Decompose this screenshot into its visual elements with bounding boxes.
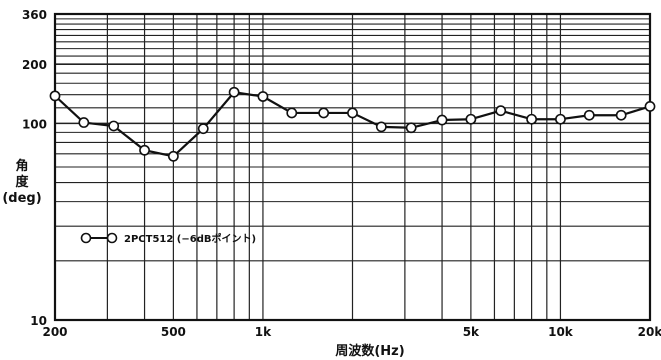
data-point xyxy=(436,114,448,126)
y-tick-label: 360 xyxy=(22,8,47,22)
legend-marker xyxy=(106,232,118,244)
series-line-group xyxy=(49,86,656,162)
data-point xyxy=(583,109,595,121)
x-tick-label: 20k xyxy=(638,325,661,339)
x-tick-label: 500 xyxy=(161,325,186,339)
data-point xyxy=(405,122,417,134)
y-axis-label-line: 角 xyxy=(15,158,28,174)
data-point xyxy=(108,120,120,132)
data-point xyxy=(228,86,240,98)
x-tick-label: 200 xyxy=(42,325,67,339)
data-point xyxy=(286,107,298,119)
grid xyxy=(55,14,650,320)
x-tick-label: 5k xyxy=(463,325,480,339)
x-tick-label: 1k xyxy=(255,325,272,339)
data-point xyxy=(78,117,90,128)
data-point xyxy=(555,113,566,125)
y-tick-label: 100 xyxy=(22,117,47,131)
y-tick-label: 10 xyxy=(30,314,47,328)
y-axis-label-line: (deg) xyxy=(2,191,41,206)
data-point xyxy=(49,90,61,102)
legend-marker xyxy=(80,232,92,244)
data-point xyxy=(375,121,387,133)
data-point xyxy=(197,123,209,135)
data-point xyxy=(257,91,269,102)
y-axis-label-line: 度 xyxy=(15,174,29,190)
data-point xyxy=(347,107,358,119)
legend-label: 2PCT512 (−6dBポイント) xyxy=(124,232,256,245)
data-point xyxy=(495,105,507,117)
data-point xyxy=(465,113,477,125)
x-tick-label: 10k xyxy=(548,325,574,339)
data-point xyxy=(318,107,330,119)
y-tick-label: 200 xyxy=(22,58,47,72)
plot-border xyxy=(53,12,652,322)
plot-frame xyxy=(53,12,652,322)
data-point xyxy=(615,109,627,121)
data-point xyxy=(644,101,656,112)
tick-labels: 200 500 1k 5k 10k 20k 10 100 200 360 xyxy=(22,8,661,339)
y-axis-label: 角度(deg) xyxy=(2,158,41,206)
legend: 2PCT512 (−6dBポイント) xyxy=(80,232,256,245)
x-axis-label: 周波数(Hz) xyxy=(335,343,404,359)
data-point xyxy=(526,113,538,125)
data-point xyxy=(139,144,150,156)
data-point xyxy=(167,150,179,162)
